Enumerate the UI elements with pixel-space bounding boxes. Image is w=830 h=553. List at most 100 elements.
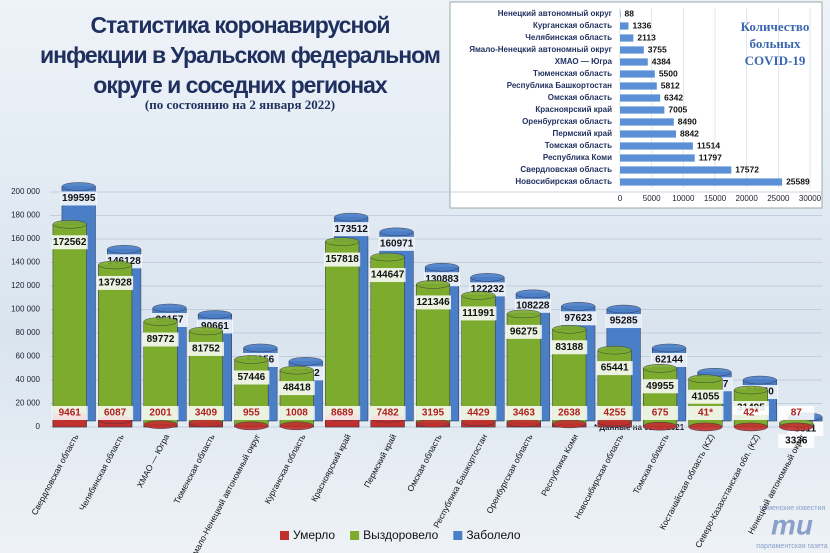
bar-cap <box>779 422 814 432</box>
x-tick-label: 20000 <box>736 194 759 203</box>
value-label: 1336 <box>632 20 651 30</box>
value-label: 137928 <box>98 278 132 289</box>
label-box <box>369 268 406 283</box>
inset-frame <box>449 1 823 209</box>
value-label: 89772 <box>147 334 175 345</box>
bar-cap <box>52 219 87 229</box>
legend-label: Выздоровело <box>363 528 439 542</box>
y-tick-label: 80 000 <box>16 328 41 337</box>
bar <box>620 70 655 78</box>
label-box <box>97 406 134 420</box>
bar-cap <box>561 302 596 311</box>
label-box <box>378 236 415 251</box>
value-label: 4429 <box>467 408 490 419</box>
value-label: 173512 <box>334 224 368 235</box>
bar <box>325 241 360 428</box>
value-label: 3463 <box>513 408 536 419</box>
label-box <box>687 389 724 404</box>
value-label: 157818 <box>325 254 359 265</box>
y-tick-label: 0 <box>36 422 41 431</box>
y-tick-label: 60 000 <box>16 352 41 361</box>
label-box <box>460 306 497 321</box>
value-label: 11797 <box>699 152 722 162</box>
bar-cap <box>506 309 541 319</box>
bar-cap <box>279 365 314 375</box>
label-box <box>369 406 406 420</box>
label-box <box>415 406 451 420</box>
y-tick-label: 20 000 <box>16 399 41 408</box>
x-tick-label: Республика Коми <box>539 432 580 498</box>
label-box <box>187 406 224 420</box>
bar-cap <box>61 182 96 191</box>
label-box <box>333 222 370 237</box>
value-label: 122232 <box>471 284 505 295</box>
value-label: 8689 <box>331 408 354 419</box>
label-box <box>514 298 551 313</box>
bar <box>620 178 783 186</box>
bar-cap <box>325 237 360 246</box>
value-label: 81752 <box>192 344 220 355</box>
value-label: 3409 <box>195 408 218 419</box>
y-tick-label: Республика Башкортостан <box>507 81 612 90</box>
y-tick-label: Свердловская область <box>520 165 612 174</box>
value-label: 675 <box>652 408 669 419</box>
legend-swatch <box>453 531 463 540</box>
label-box <box>778 406 815 420</box>
value-label: 83188 <box>555 342 583 353</box>
bar <box>370 256 405 428</box>
bar <box>620 58 648 66</box>
x-tick-label: 25000 <box>767 194 790 203</box>
value-label: 87 <box>791 408 803 419</box>
x-tick-label: ХМАО — Югра <box>135 432 172 489</box>
label-box <box>233 406 270 420</box>
label-box <box>642 379 679 394</box>
bar-cap <box>461 291 496 300</box>
bar-cap <box>688 422 723 432</box>
value-label: 57446 <box>237 372 265 383</box>
bar-cap <box>415 418 451 428</box>
footnote: * Данные на 01.02.2021 <box>594 423 685 432</box>
value-label: 4384 <box>652 56 671 66</box>
y-tick-label: Омская область <box>548 93 612 102</box>
y-tick-label: 160 000 <box>11 234 40 243</box>
label-box <box>60 191 97 206</box>
value-label: 90661 <box>201 321 229 332</box>
label-box <box>51 235 88 250</box>
bar-cap <box>733 385 768 395</box>
bar-cap <box>98 260 133 270</box>
value-label: 17572 <box>735 164 759 174</box>
x-tick-label: 5000 <box>643 194 661 203</box>
label-box <box>778 434 815 449</box>
bar-cap <box>288 357 323 366</box>
y-tick-label: 40 000 <box>16 375 41 384</box>
legend-label: Заболело <box>466 528 521 542</box>
value-label: 48418 <box>283 383 311 394</box>
bar-cap <box>606 304 641 314</box>
value-label: 2001 <box>149 408 172 419</box>
bar-cap <box>424 262 460 272</box>
value-label: 160971 <box>380 238 414 249</box>
label-box <box>551 406 588 420</box>
bar <box>98 264 133 428</box>
bar <box>620 94 661 102</box>
bar <box>620 82 657 90</box>
bar-cap <box>243 343 278 353</box>
legend-swatch <box>350 531 360 540</box>
x-tick-label: Тюменская область <box>171 432 217 506</box>
y-tick-label: Челябинская область <box>525 33 612 42</box>
logo-mark: ти <box>771 509 813 540</box>
value-label: 96275 <box>510 327 538 338</box>
label-box <box>142 332 179 347</box>
label-box <box>187 341 224 356</box>
value-label: 62144 <box>655 355 683 366</box>
bar-cap <box>470 273 505 282</box>
bar-cap <box>279 421 314 431</box>
y-tick-label: 200 000 <box>11 187 40 196</box>
value-label: 6342 <box>664 92 683 102</box>
bar-cap <box>415 280 451 289</box>
value-label: 121346 <box>416 297 450 308</box>
bar-cap <box>652 343 687 353</box>
value-label: 7482 <box>376 408 399 419</box>
value-label: 130883 <box>425 274 459 285</box>
